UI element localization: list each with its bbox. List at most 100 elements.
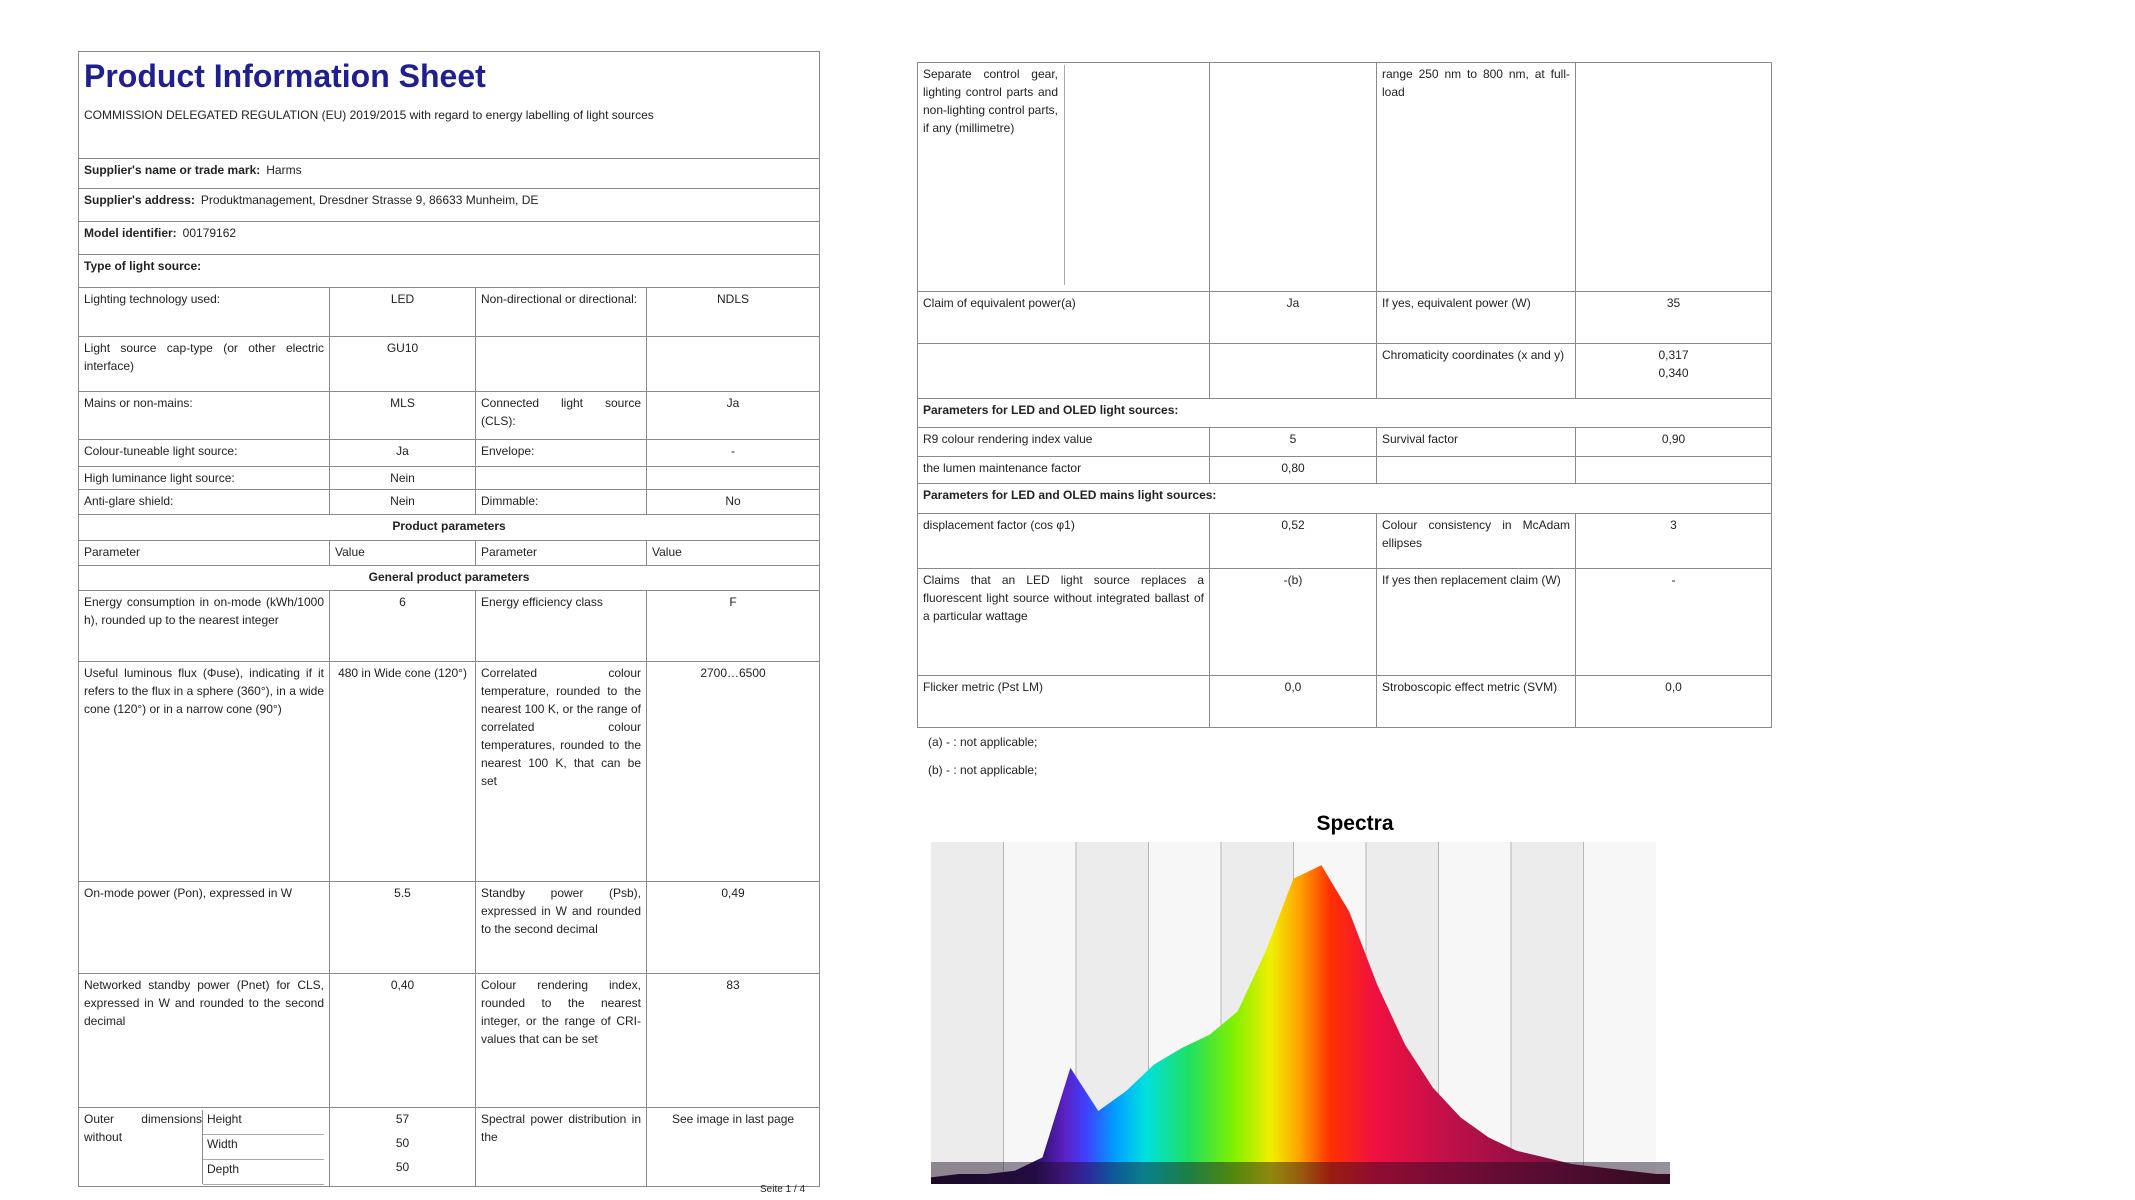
table-cell: range 250 nm to 800 nm, at full-load <box>1376 62 1576 292</box>
cell-text: COMMISSION DELEGATED REGULATION (EU) 201… <box>84 107 654 122</box>
table-row: Product parameters <box>77 514 821 541</box>
cell-text: Harms <box>266 163 302 177</box>
table-cell: Non-directional or directional: <box>475 287 647 337</box>
cell-text: If yes, equivalent power (W) <box>1382 296 1531 310</box>
table-row: Parameter Value Parameter Value <box>78 540 821 566</box>
cell-text: -(b) <box>1283 573 1303 587</box>
table-cell: 35 <box>1575 291 1772 344</box>
cell-text: 3 <box>1670 518 1677 532</box>
table-cell: If yes, equivalent power (W) <box>1376 291 1576 344</box>
table-row: Model identifier: 00179162 <box>77 221 821 255</box>
table-cell: GU10 <box>329 336 476 392</box>
table-cell: Outer dimensions without Height Width Depth <box>78 1107 330 1187</box>
cell-text: Outer dimensions without <box>84 1112 202 1144</box>
table-cell: Mains or non-mains: <box>78 391 330 440</box>
cell-text: R9 colour rendering index value <box>923 432 1093 446</box>
table-cell: -(b) <box>1209 568 1377 676</box>
cell-text: Claim of equivalent power(a) <box>923 296 1076 310</box>
cell-text: Stroboscopic effect metric (SVM) <box>1382 680 1558 694</box>
table-cell: Ja <box>645 391 821 440</box>
footnote: (b) - : not applicable; <box>928 763 1038 777</box>
cell-text: Ja <box>396 444 409 458</box>
plot-band <box>931 842 1004 1184</box>
page-number: Seite 1 / 4 <box>760 1184 806 1195</box>
cell-text: LED <box>390 292 415 306</box>
table-cell: Model identifier: 00179162 <box>77 221 821 255</box>
table-cell: Parameter <box>78 540 330 566</box>
cell-text: Standby power (Psb), expressed in W and … <box>481 886 641 936</box>
dimensions: Outer dimensions without Height Width Depth <box>84 1110 324 1185</box>
plot-band <box>1511 842 1584 1184</box>
cell-text: Nein <box>390 471 415 485</box>
table-cell: 0,317 0,340 <box>1575 343 1772 399</box>
table-cell: Product Information Sheet COMMISSION DELE… <box>77 51 821 159</box>
table-row: the lumen maintenance factor 0,80 <box>917 456 1772 484</box>
cell-text: Ja <box>726 396 740 410</box>
table-row: Parameters for LED and OLED light source… <box>917 398 1772 428</box>
cell-text: 00179162 <box>182 226 237 240</box>
table-cell <box>1575 62 1772 292</box>
cell-text: F <box>729 595 737 609</box>
cell-text: Type of light source: <box>84 259 202 273</box>
cell-text: 0,0 <box>1665 680 1682 694</box>
table-cell: Spectral power distribution in the <box>475 1107 647 1187</box>
table-cell: Parameters for LED and OLED light source… <box>917 398 1772 428</box>
table-cell <box>475 466 647 490</box>
table-cell: Lighting technology used: <box>78 287 330 337</box>
table-cell: F <box>645 590 821 662</box>
cell-text: Model identifier: <box>84 226 177 240</box>
table-row: Parameters for LED and OLED mains light … <box>917 483 1772 514</box>
cell-text: General product parameters <box>368 570 530 584</box>
cell-text: displacement factor (cos φ1) <box>923 518 1075 532</box>
table-cell: 0,0 <box>1575 675 1772 728</box>
table-cell: Value <box>645 540 821 566</box>
table-cell <box>1575 456 1772 484</box>
cell-text: MLS <box>390 396 415 410</box>
cell-text: 50 <box>395 1136 410 1150</box>
table-cell: 0,52 <box>1209 513 1377 569</box>
cell-text: Separate control gear, lighting control … <box>923 65 1065 285</box>
table-cell: R9 colour rendering index value <box>917 427 1210 457</box>
cell-text: Energy efficiency class <box>481 595 603 609</box>
table-cell: Stroboscopic effect metric (SVM) <box>1376 675 1576 728</box>
table-cell: General product parameters <box>77 565 821 591</box>
table-cell: 0,49 <box>645 881 821 974</box>
table-cell: On-mode power (Pon), expressed in W <box>78 881 330 974</box>
table-cell: 57 50 50 <box>329 1107 476 1187</box>
table-cell: 0,90 <box>1575 427 1772 457</box>
continuation-table: Separate control gear, lighting control … <box>917 62 1772 728</box>
cell-text: Survival factor <box>1382 432 1459 446</box>
cell-text: Useful luminous flux (Φuse), indicating … <box>84 666 324 716</box>
table-row: R9 colour rendering index value 5 Survival… <box>917 427 1772 457</box>
cell-text: 35 <box>1666 296 1681 310</box>
table-cell: 0,40 <box>329 973 476 1108</box>
table-row: Outer dimensions without Height Width Depth… <box>78 1107 821 1187</box>
cell-text: 0,40 <box>390 978 415 992</box>
cell-text: Colour-tuneable light source: <box>84 444 238 458</box>
cell-text: Produktmanagement, Dresdner Strasse 9, 8… <box>200 193 539 207</box>
table-cell <box>645 466 821 490</box>
table-row: Type of light source: <box>77 254 821 288</box>
table-cell <box>475 336 647 392</box>
table-cell: Value <box>329 540 476 566</box>
table-cell: Useful luminous flux (Φuse), indicating … <box>78 661 330 882</box>
table-row: Mains or non-mains: MLS Connected light so… <box>78 391 821 440</box>
spectrum-chart: Spectra <box>931 812 1670 1184</box>
cell-text: Energy consumption in on-mode (kWh/1000 … <box>84 595 324 627</box>
table-cell: - <box>645 439 821 467</box>
cell-text: If yes then replacement claim (W) <box>1382 573 1561 587</box>
cell-text: Height <box>203 1110 324 1135</box>
cell-text: 0,340 <box>1658 366 1689 380</box>
table-cell: Energy efficiency class <box>475 590 647 662</box>
cell-text: Claims that an LED light source replaces… <box>923 573 1204 623</box>
table-cell: 3 <box>1575 513 1772 569</box>
cell-text: 0,52 <box>1281 518 1305 532</box>
table-cell: MLS <box>329 391 476 440</box>
table-cell: LED <box>329 287 476 337</box>
table-row: Product Information Sheet COMMISSION DELE… <box>77 51 821 159</box>
table-cell: 2700…6500 <box>645 661 821 882</box>
table-cell: Colour rendering index, rounded to the n… <box>475 973 647 1108</box>
table-row: Useful luminous flux (Φuse), indicating … <box>78 661 821 882</box>
table-cell: Ja <box>1209 291 1377 344</box>
table-cell: See image in last page <box>645 1107 821 1187</box>
